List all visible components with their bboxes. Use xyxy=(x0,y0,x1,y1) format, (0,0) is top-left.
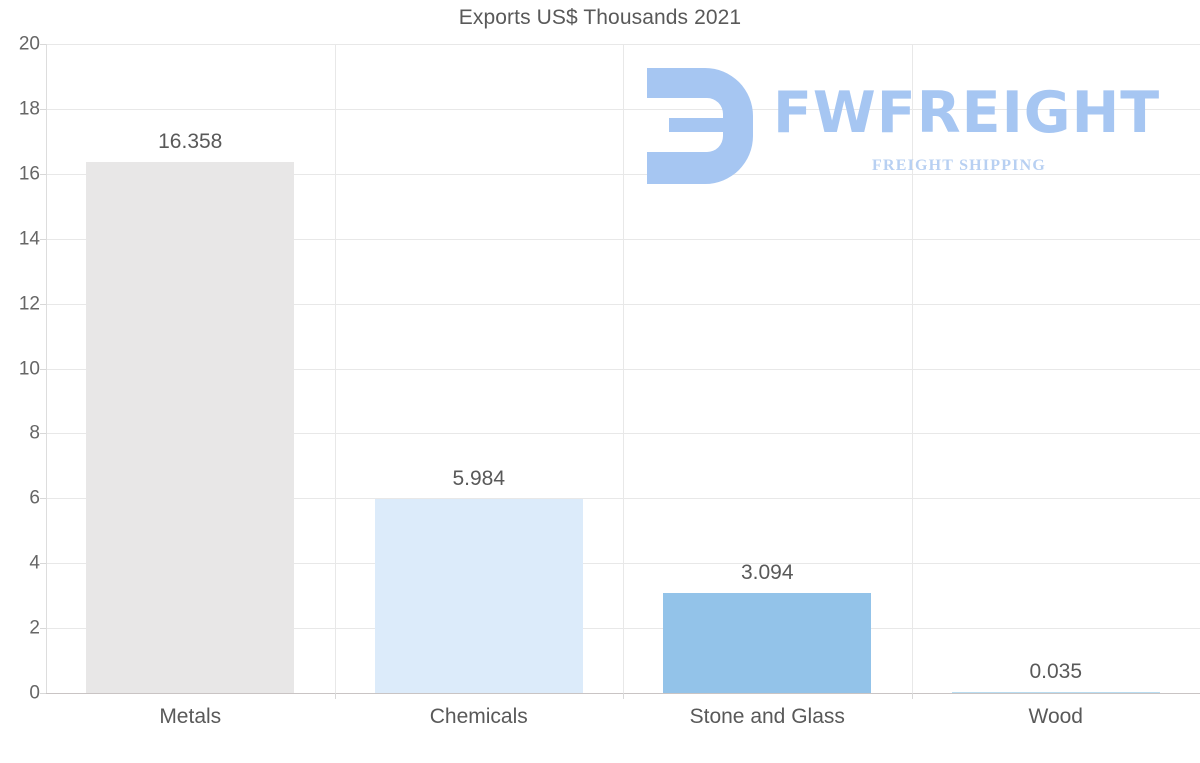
x-axis-tick-mark xyxy=(911,693,913,699)
y-axis-tick-mark xyxy=(40,563,46,565)
y-axis-tick-mark xyxy=(40,628,46,630)
y-axis-tick-label: 16 xyxy=(18,163,40,185)
y-axis-line xyxy=(46,44,47,693)
x-axis-tick-mark xyxy=(334,693,336,699)
chart-title: Exports US$ Thousands 2021 xyxy=(458,6,742,29)
y-axis-tick-label: 6 xyxy=(29,487,40,509)
y-axis-tick-label: 12 xyxy=(18,293,40,315)
y-axis-tick-label: 20 xyxy=(18,33,40,55)
y-axis-tick-label: 4 xyxy=(29,552,40,574)
y-axis-tick-label: 10 xyxy=(18,358,40,379)
y-axis-tick-mark xyxy=(40,368,46,370)
y-axis-tick-label: 2 xyxy=(29,617,40,639)
bar[interactable] xyxy=(951,691,1160,693)
x-axis-tick-mark xyxy=(623,693,624,699)
y-axis-tick-mark xyxy=(40,693,46,694)
y-axis-tick-mark xyxy=(40,44,46,45)
x-axis-category-label: Stone and Glass xyxy=(689,705,845,728)
y-axis-tick-label: 14 xyxy=(18,228,40,250)
y-axis: 0 2 4 6 8 10 12 14 16 18 20 xyxy=(0,0,40,763)
y-axis-tick-mark xyxy=(40,433,46,435)
gridline-vertical xyxy=(911,44,913,693)
y-axis-tick-mark xyxy=(40,238,46,240)
y-axis-tick-label: 8 xyxy=(29,422,40,444)
y-axis-tick-mark xyxy=(40,173,46,175)
bar[interactable] xyxy=(86,162,295,693)
y-axis-tick-label: 18 xyxy=(18,98,40,120)
bar-value-label: 0.035 xyxy=(1029,659,1083,683)
bar-value-label: 5.984 xyxy=(452,466,506,490)
x-axis-category-label: Chemicals xyxy=(429,705,528,728)
y-axis-tick-mark xyxy=(40,108,46,110)
gridline-vertical xyxy=(334,44,336,693)
y-axis-tick-mark xyxy=(40,498,46,500)
y-axis-tick-label: 0 xyxy=(29,682,40,704)
bar-value-label: 16.358 xyxy=(158,130,223,154)
bar[interactable] xyxy=(663,592,872,693)
bar-value-label: 3.094 xyxy=(740,560,794,584)
y-axis-tick-mark xyxy=(40,303,46,305)
gridline-vertical xyxy=(623,44,624,693)
bar[interactable] xyxy=(374,498,583,693)
x-axis-category-label: Metals xyxy=(159,705,222,728)
plot-area xyxy=(46,44,1200,694)
x-axis-category-label: Wood xyxy=(1028,705,1083,728)
